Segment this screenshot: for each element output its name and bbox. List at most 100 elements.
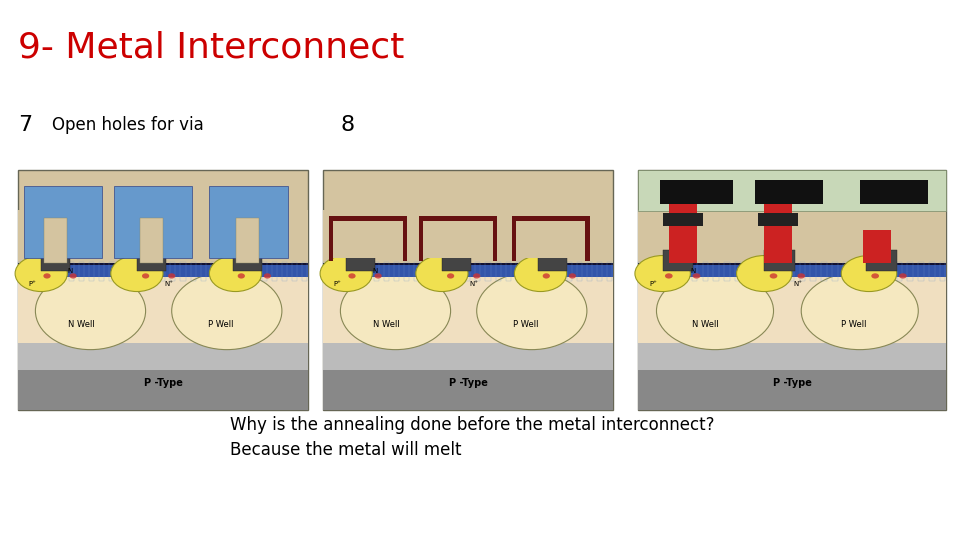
- Bar: [662, 249, 693, 271]
- Bar: [403, 218, 407, 261]
- Bar: [109, 261, 114, 281]
- Text: N: N: [67, 268, 73, 274]
- Bar: [160, 261, 165, 281]
- Bar: [724, 261, 730, 281]
- Bar: [735, 261, 740, 281]
- Bar: [344, 261, 348, 281]
- Bar: [201, 261, 205, 281]
- Bar: [546, 261, 551, 281]
- Ellipse shape: [168, 273, 176, 279]
- Bar: [323, 170, 613, 410]
- Text: P Well: P Well: [208, 320, 233, 329]
- Bar: [272, 261, 277, 281]
- Bar: [860, 180, 927, 204]
- Bar: [79, 261, 84, 281]
- Bar: [24, 186, 102, 258]
- Bar: [119, 261, 125, 281]
- Ellipse shape: [43, 273, 51, 279]
- Ellipse shape: [172, 272, 282, 349]
- Bar: [130, 261, 134, 281]
- Bar: [638, 343, 946, 370]
- Bar: [44, 218, 67, 263]
- Bar: [897, 261, 902, 281]
- Bar: [660, 180, 733, 204]
- Text: Because the metal will melt: Because the metal will melt: [230, 441, 462, 459]
- Bar: [670, 261, 676, 281]
- Bar: [557, 261, 562, 281]
- Text: 7: 7: [18, 115, 32, 135]
- Text: P⁺: P⁺: [650, 280, 658, 287]
- Bar: [495, 261, 501, 281]
- Ellipse shape: [693, 273, 701, 279]
- Bar: [333, 221, 403, 258]
- Text: P⁺: P⁺: [29, 280, 36, 287]
- Ellipse shape: [872, 273, 879, 279]
- Bar: [323, 211, 613, 263]
- Bar: [703, 261, 708, 281]
- Ellipse shape: [15, 255, 67, 292]
- Text: Why is the annealing done before the metal interconnect?: Why is the annealing done before the met…: [230, 416, 714, 434]
- Text: N Well: N Well: [68, 320, 95, 329]
- Ellipse shape: [635, 255, 690, 292]
- Bar: [526, 261, 531, 281]
- Ellipse shape: [110, 255, 163, 292]
- Bar: [662, 213, 703, 226]
- Ellipse shape: [209, 255, 261, 292]
- Bar: [577, 261, 582, 281]
- Bar: [404, 261, 409, 281]
- Bar: [323, 370, 613, 410]
- Bar: [190, 261, 196, 281]
- Bar: [587, 261, 592, 281]
- Ellipse shape: [515, 255, 566, 292]
- Bar: [140, 218, 163, 263]
- Bar: [681, 261, 686, 281]
- Bar: [486, 261, 491, 281]
- Ellipse shape: [416, 255, 468, 292]
- Text: N⁺: N⁺: [164, 280, 174, 287]
- Bar: [512, 218, 516, 261]
- Bar: [18, 252, 308, 343]
- Bar: [18, 263, 308, 265]
- Bar: [800, 261, 805, 281]
- Text: N⁺: N⁺: [794, 280, 803, 287]
- Bar: [638, 211, 946, 263]
- Text: N Well: N Well: [692, 320, 719, 329]
- Ellipse shape: [798, 273, 805, 279]
- Ellipse shape: [802, 272, 919, 349]
- Ellipse shape: [142, 273, 149, 279]
- Bar: [516, 221, 586, 258]
- Bar: [18, 261, 23, 281]
- Bar: [113, 186, 192, 258]
- Bar: [292, 261, 298, 281]
- Bar: [18, 370, 308, 410]
- Bar: [810, 261, 816, 281]
- Bar: [235, 218, 258, 263]
- Bar: [649, 261, 655, 281]
- Ellipse shape: [348, 273, 355, 279]
- Bar: [231, 261, 236, 281]
- Bar: [832, 261, 837, 281]
- Bar: [758, 213, 798, 226]
- Bar: [41, 249, 70, 271]
- Bar: [69, 261, 74, 281]
- Text: N⁺: N⁺: [469, 280, 478, 287]
- Bar: [566, 261, 572, 281]
- Ellipse shape: [374, 273, 382, 279]
- Bar: [364, 261, 369, 281]
- Text: P -Type: P -Type: [773, 378, 811, 388]
- Bar: [150, 261, 156, 281]
- Ellipse shape: [264, 273, 271, 279]
- Bar: [328, 218, 333, 261]
- Bar: [586, 218, 589, 261]
- Bar: [59, 261, 63, 281]
- Bar: [538, 249, 566, 271]
- Bar: [536, 261, 541, 281]
- Bar: [38, 261, 43, 281]
- Bar: [866, 249, 897, 271]
- Ellipse shape: [657, 272, 774, 349]
- Ellipse shape: [36, 272, 146, 349]
- Bar: [323, 261, 328, 281]
- Ellipse shape: [568, 273, 576, 279]
- Bar: [261, 261, 267, 281]
- Text: Open holes for via: Open holes for via: [52, 116, 204, 134]
